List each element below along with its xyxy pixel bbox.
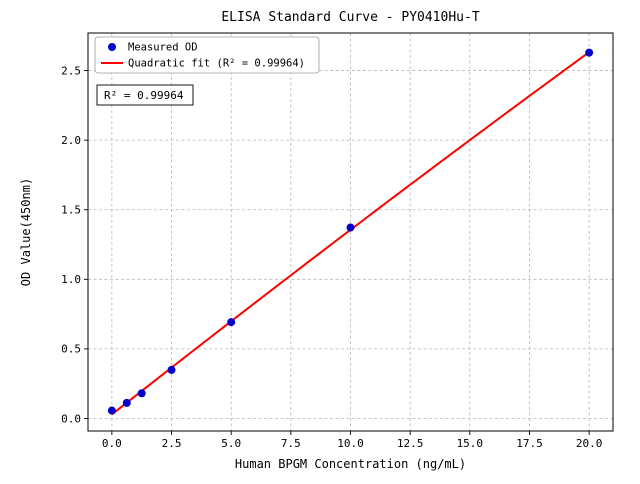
legend: Measured OD Quadratic fit (R² = 0.99964) — [94, 36, 320, 74]
measured-od-point — [122, 398, 131, 407]
r-squared-text: R² = 0.99964 — [104, 89, 184, 102]
x-tick-label: 0.0 — [102, 437, 122, 450]
x-tick-label: 5.0 — [221, 437, 241, 450]
y-axis-label: OD Value(450nm) — [19, 178, 33, 286]
y-tick-label: 2.5 — [61, 64, 81, 77]
legend-label-fit: Quadratic fit (R² = 0.99964) — [128, 58, 305, 70]
x-tick-label: 20.0 — [576, 437, 603, 450]
x-tick-label: 12.5 — [397, 437, 424, 450]
r-squared-annotation: R² = 0.99964 — [96, 84, 194, 106]
chart-title: ELISA Standard Curve - PY0410Hu-T — [221, 10, 479, 25]
y-tick-label: 1.0 — [61, 273, 81, 286]
x-tick-label: 15.0 — [457, 437, 484, 450]
measured-od-point — [167, 365, 176, 374]
x-tick-label: 7.5 — [281, 437, 301, 450]
x-tick-label: 2.5 — [162, 437, 182, 450]
y-tick-label: 2.0 — [61, 134, 81, 147]
measured-od-point — [585, 48, 594, 57]
x-tick-label: 10.0 — [337, 437, 364, 450]
legend-box — [94, 36, 320, 74]
y-tick-label: 1.5 — [61, 204, 81, 217]
x-tick-label: 17.5 — [516, 437, 543, 450]
measured-od-point — [227, 318, 236, 327]
legend-marker-point — [108, 43, 116, 51]
r-squared-box — [96, 84, 194, 106]
y-tick-label: 0.0 — [61, 412, 81, 425]
measured-od-point — [137, 389, 146, 398]
y-tick-label: 0.5 — [61, 343, 81, 356]
measured-od-point — [107, 406, 116, 415]
x-axis-label: Human BPGM Concentration (ng/mL) — [235, 457, 466, 471]
legend-label-measured-od: Measured OD — [128, 42, 198, 54]
measured-od-point — [346, 223, 355, 232]
